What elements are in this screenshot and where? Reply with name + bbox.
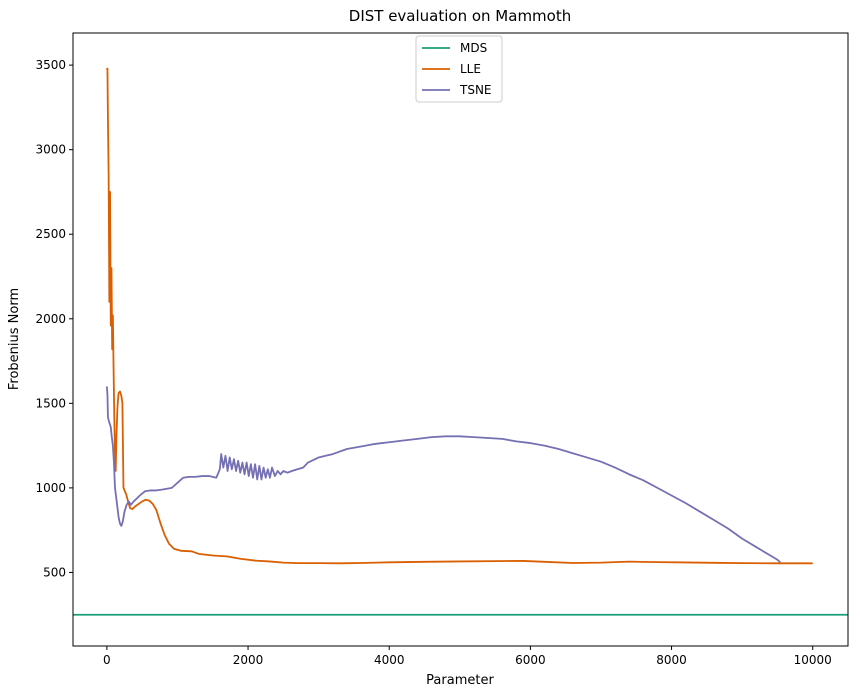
legend-label-tsne: TSNE xyxy=(459,83,492,97)
legend-label-lle: LLE xyxy=(460,62,481,76)
y-tick-label: 2000 xyxy=(35,312,66,326)
x-axis-title: Parameter xyxy=(426,673,494,688)
plot-frame xyxy=(72,32,849,647)
series-line-lle xyxy=(106,67,813,565)
x-tick-label: 6000 xyxy=(515,653,546,667)
x-tick-label: 8000 xyxy=(656,653,687,667)
y-tick-label: 1500 xyxy=(35,396,66,410)
y-tick-label: 2500 xyxy=(35,227,66,241)
y-axis-title: Frobenius Norm xyxy=(7,288,22,390)
y-tick-label: 500 xyxy=(43,565,66,579)
y-tick-label: 3000 xyxy=(35,143,66,157)
legend-label-mds: MDS xyxy=(460,41,487,55)
y-tick-label: 1000 xyxy=(35,481,66,495)
x-tick-label: 2000 xyxy=(233,653,264,667)
series-line-tsne xyxy=(105,386,781,563)
series-layer xyxy=(73,67,848,616)
y-tick-label: 3500 xyxy=(35,58,66,72)
y-axis: 500 1000 1500 2000 2500 3000 3500 xyxy=(35,58,73,579)
legend: MDS LLE TSNE xyxy=(415,35,503,103)
x-tick-label: 4000 xyxy=(374,653,405,667)
chart-title: DIST evaluation on Mammoth xyxy=(349,7,571,25)
x-axis: 0 2000 4000 6000 8000 10000 xyxy=(103,646,832,667)
x-tick-label: 0 xyxy=(103,653,111,667)
legend-box xyxy=(415,35,503,103)
x-tick-label: 10000 xyxy=(794,653,832,667)
